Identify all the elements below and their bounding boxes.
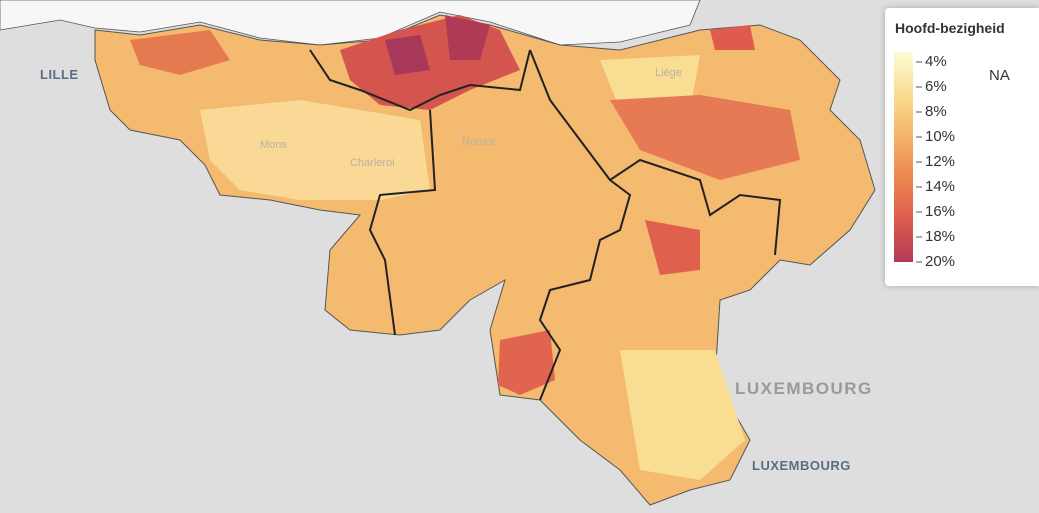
legend-tick-label: 16%	[925, 203, 955, 220]
province-border	[609, 158, 782, 256]
legend-title: Hoofd-bezigheid	[895, 20, 1005, 36]
center-dark	[645, 220, 700, 275]
place-label: Mons	[260, 139, 287, 151]
province-border	[368, 109, 437, 336]
legend: Hoofd-bezigheid NA 4% 6% 8% 10% 12% 14% 16% 18%…	[885, 8, 1039, 286]
province-border	[529, 49, 632, 401]
northeast-dark	[710, 25, 755, 50]
place-label: Liège	[655, 67, 682, 79]
legend-tick-label: 18%	[925, 228, 955, 245]
legend-tick-label: 12%	[925, 153, 955, 170]
color-bar	[894, 52, 913, 262]
na-label: NA	[989, 67, 1010, 84]
north-darkest-2	[445, 15, 490, 60]
flanders	[0, 0, 701, 46]
legend-tick-label: 14%	[925, 178, 955, 195]
legend-tick-label: 20%	[925, 253, 955, 270]
na-swatch	[963, 66, 981, 84]
liege-light	[600, 55, 700, 110]
hainaut-light	[200, 100, 430, 200]
legend-scale: NA 4% 6% 8% 10% 12% 14% 16% 18% 20%	[894, 52, 1010, 270]
west-dark	[130, 30, 230, 75]
place-label: LILLE	[40, 67, 79, 82]
south-light	[620, 350, 745, 480]
place-label: Charleroi	[350, 157, 395, 169]
east-dark	[610, 95, 800, 180]
place-label: LUXEMBOURG	[752, 458, 851, 473]
legend-tick-label: 8%	[925, 103, 947, 120]
place-label: Namur	[462, 136, 495, 148]
province-border	[309, 49, 531, 112]
southwest-dark	[498, 330, 555, 395]
legend-tick-label: 10%	[925, 128, 955, 145]
legend-tick-label: 4%	[925, 53, 947, 70]
place-label: LUXEMBOURG	[735, 379, 873, 398]
north-darkest	[385, 35, 430, 75]
legend-tick-label: 6%	[925, 78, 947, 95]
